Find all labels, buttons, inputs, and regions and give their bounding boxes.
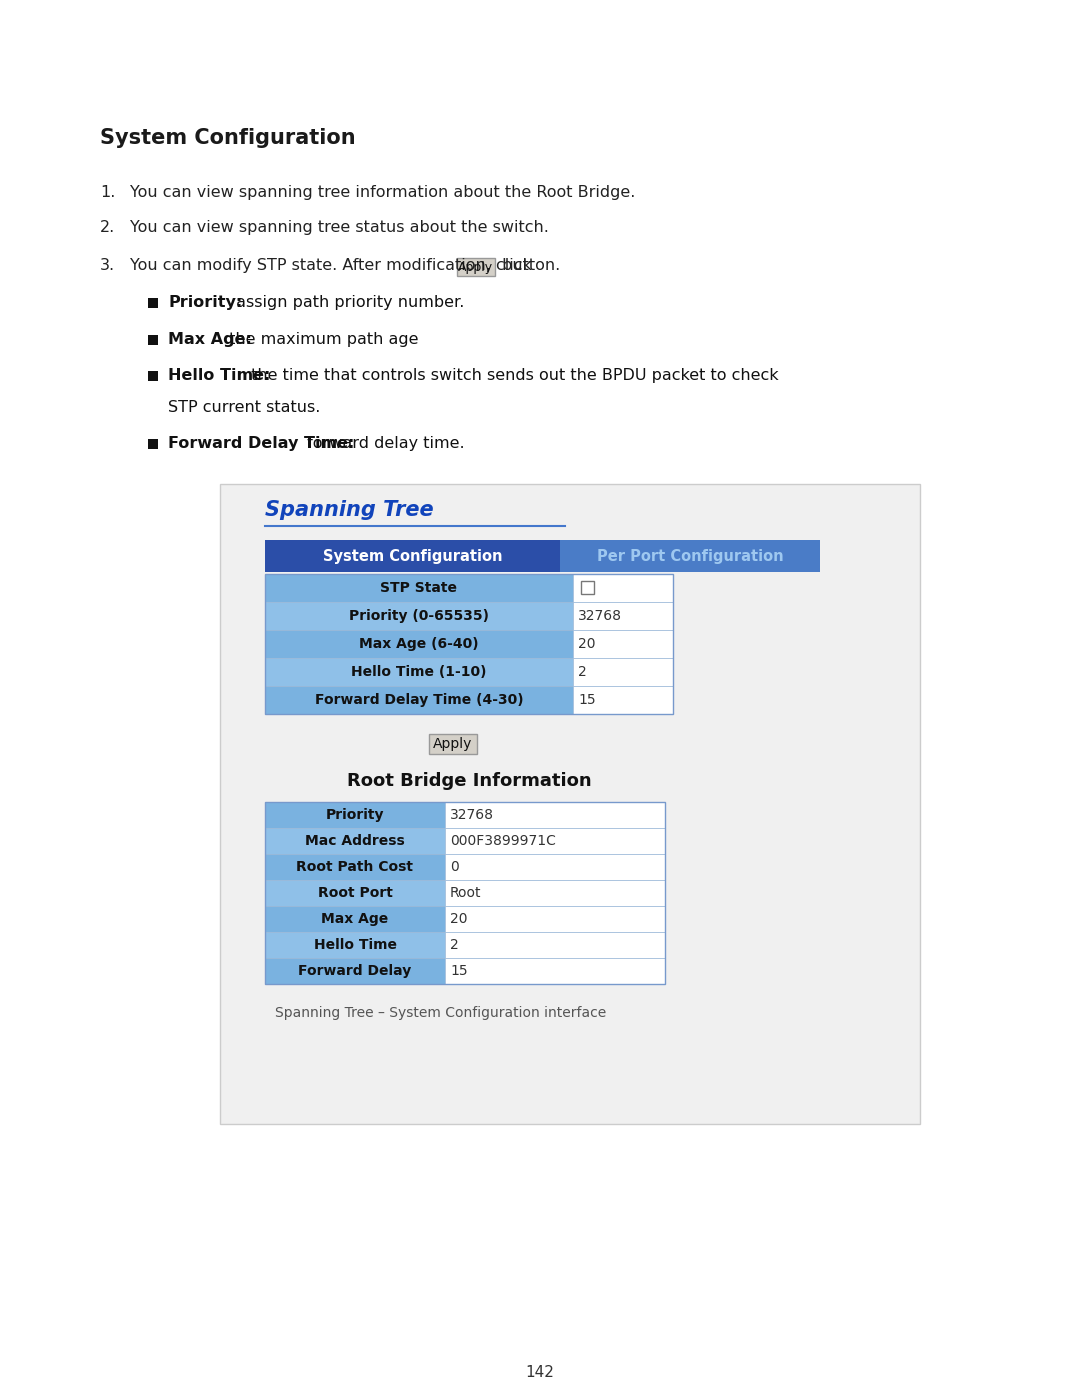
Bar	[445, 828, 665, 854]
Text: 32768: 32768	[578, 609, 622, 623]
Text: Forward Delay Time:: Forward Delay Time:	[168, 436, 354, 451]
Bar	[265, 828, 445, 854]
Text: Spanning Tree: Spanning Tree	[265, 500, 434, 520]
Text: Hello Time:: Hello Time:	[168, 367, 270, 383]
Bar	[573, 630, 673, 658]
Text: Forward Delay Time (4-30): Forward Delay Time (4-30)	[314, 693, 524, 707]
Text: Root: Root	[450, 886, 482, 900]
Bar	[148, 298, 158, 307]
Text: Max Age (6-40): Max Age (6-40)	[360, 637, 478, 651]
Bar	[265, 602, 573, 630]
Bar	[445, 854, 665, 880]
Text: Apply: Apply	[458, 260, 494, 274]
Text: System Configuration: System Configuration	[323, 549, 502, 563]
Text: 32768: 32768	[450, 807, 494, 821]
Bar	[265, 574, 573, 602]
Text: You can view spanning tree status about the switch.: You can view spanning tree status about …	[130, 219, 549, 235]
Bar	[265, 958, 445, 983]
Text: Hello Time: Hello Time	[313, 937, 396, 951]
Bar	[573, 574, 673, 602]
Text: the time that controls switch sends out the BPDU packet to check: the time that controls switch sends out …	[245, 367, 779, 383]
Bar	[265, 574, 673, 714]
Text: 15: 15	[578, 693, 596, 707]
Bar	[265, 854, 445, 880]
Text: 20: 20	[450, 912, 468, 926]
Text: You can view spanning tree information about the Root Bridge.: You can view spanning tree information a…	[130, 184, 635, 200]
Bar	[265, 630, 573, 658]
Text: 15: 15	[450, 964, 468, 978]
Text: STP State: STP State	[380, 581, 458, 595]
FancyBboxPatch shape	[429, 733, 477, 754]
Bar	[445, 907, 665, 932]
Text: Priority:: Priority:	[168, 295, 242, 310]
Text: 000F3899971C: 000F3899971C	[450, 834, 556, 848]
Text: Root Bridge Information: Root Bridge Information	[347, 773, 592, 789]
Text: You can modify STP state. After modification, click: You can modify STP state. After modifica…	[130, 258, 537, 272]
Text: assign path priority number.: assign path priority number.	[231, 295, 464, 310]
Bar	[581, 581, 594, 594]
Text: 1.: 1.	[100, 184, 116, 200]
Bar	[445, 932, 665, 958]
Text: Apply: Apply	[433, 738, 473, 752]
Bar	[220, 483, 920, 1125]
Text: Max Age:: Max Age:	[168, 332, 252, 346]
Bar	[265, 802, 445, 828]
Text: 2.: 2.	[100, 219, 116, 235]
Bar	[445, 802, 665, 828]
Bar	[265, 658, 573, 686]
Text: STP current status.: STP current status.	[168, 400, 321, 415]
Bar	[148, 372, 158, 381]
Text: 3.: 3.	[100, 258, 116, 272]
Bar	[148, 439, 158, 448]
Text: Per Port Configuration: Per Port Configuration	[596, 549, 783, 563]
Text: Hello Time (1-10): Hello Time (1-10)	[351, 665, 487, 679]
Text: Mac Address: Mac Address	[306, 834, 405, 848]
Text: forward delay time.: forward delay time.	[302, 436, 464, 451]
Text: the maximum path age: the maximum path age	[225, 332, 419, 346]
Text: Max Age: Max Age	[322, 912, 389, 926]
Text: 2: 2	[578, 665, 586, 679]
Bar	[265, 686, 573, 714]
Bar	[265, 932, 445, 958]
Text: Root Port: Root Port	[318, 886, 392, 900]
Text: Root Path Cost: Root Path Cost	[297, 861, 414, 875]
Text: button.: button.	[497, 258, 559, 272]
Bar	[148, 335, 158, 345]
Text: 0: 0	[450, 861, 459, 875]
Bar	[573, 602, 673, 630]
Text: 142: 142	[526, 1365, 554, 1380]
Bar	[561, 541, 820, 571]
Bar	[265, 880, 445, 907]
FancyBboxPatch shape	[457, 258, 495, 277]
Text: 2: 2	[450, 937, 459, 951]
Bar	[573, 686, 673, 714]
Bar	[265, 541, 561, 571]
Text: Priority: Priority	[326, 807, 384, 821]
Text: System Configuration: System Configuration	[100, 129, 355, 148]
Text: Spanning Tree – System Configuration interface: Spanning Tree – System Configuration int…	[275, 1006, 606, 1020]
Text: Priority (0-65535): Priority (0-65535)	[349, 609, 489, 623]
Bar	[573, 658, 673, 686]
Text: Forward Delay: Forward Delay	[298, 964, 411, 978]
Bar	[445, 880, 665, 907]
Bar	[265, 802, 665, 983]
Bar	[445, 958, 665, 983]
Bar	[265, 907, 445, 932]
Text: 20: 20	[578, 637, 595, 651]
